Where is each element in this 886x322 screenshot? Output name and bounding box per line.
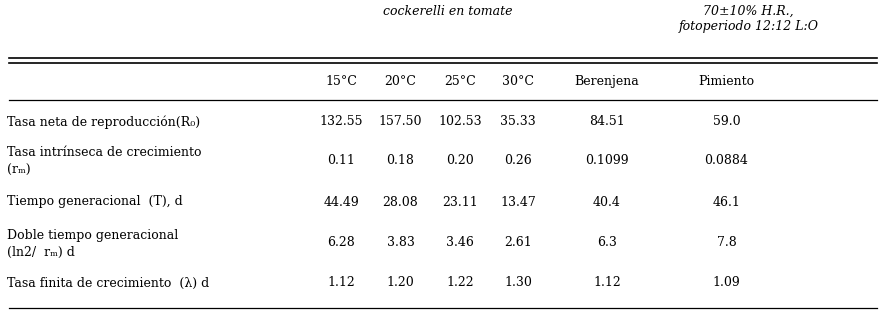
Text: 6.28: 6.28 <box>327 235 355 249</box>
Text: Tasa intrínseca de crecimiento: Tasa intrínseca de crecimiento <box>7 147 202 159</box>
Text: 0.1099: 0.1099 <box>585 154 629 166</box>
Text: 2.61: 2.61 <box>504 235 532 249</box>
Text: 30°C: 30°C <box>502 75 534 89</box>
Text: 132.55: 132.55 <box>319 116 363 128</box>
Text: 0.20: 0.20 <box>446 154 474 166</box>
Text: 3.46: 3.46 <box>446 235 474 249</box>
Text: (rₘ): (rₘ) <box>7 164 31 176</box>
Text: 25°C: 25°C <box>444 75 476 89</box>
Text: 6.3: 6.3 <box>597 235 617 249</box>
Text: 23.11: 23.11 <box>442 195 478 209</box>
Text: 1.12: 1.12 <box>327 277 355 289</box>
Text: 70±10% H.R.,
fotoperiodo 12:12 L:O: 70±10% H.R., fotoperiodo 12:12 L:O <box>679 5 819 33</box>
Text: Tasa finita de crecimiento  (λ) d: Tasa finita de crecimiento (λ) d <box>7 277 209 289</box>
Text: Tasa neta de reproducción(R₀): Tasa neta de reproducción(R₀) <box>7 115 200 129</box>
Text: Doble tiempo generacional: Doble tiempo generacional <box>7 229 178 242</box>
Text: 28.08: 28.08 <box>383 195 418 209</box>
Text: 46.1: 46.1 <box>712 195 741 209</box>
Text: 102.53: 102.53 <box>438 116 482 128</box>
Text: Berenjena: Berenjena <box>574 75 640 89</box>
Text: 157.50: 157.50 <box>378 116 423 128</box>
Text: 1.09: 1.09 <box>712 277 741 289</box>
Text: 0.11: 0.11 <box>327 154 355 166</box>
Text: cockerelli en tomate: cockerelli en tomate <box>383 5 512 18</box>
Text: 35.33: 35.33 <box>501 116 536 128</box>
Text: Pimiento: Pimiento <box>698 75 755 89</box>
Text: 1.22: 1.22 <box>446 277 474 289</box>
Text: (ln2/  rₘ) d: (ln2/ rₘ) d <box>7 245 75 259</box>
Text: 40.4: 40.4 <box>593 195 621 209</box>
Text: 1.20: 1.20 <box>386 277 415 289</box>
Text: 7.8: 7.8 <box>717 235 736 249</box>
Text: 84.51: 84.51 <box>589 116 625 128</box>
Text: 59.0: 59.0 <box>712 116 741 128</box>
Text: 44.49: 44.49 <box>323 195 359 209</box>
Text: 0.18: 0.18 <box>386 154 415 166</box>
Text: 0.0884: 0.0884 <box>704 154 749 166</box>
Text: 20°C: 20°C <box>385 75 416 89</box>
Text: 1.30: 1.30 <box>504 277 532 289</box>
Text: 3.83: 3.83 <box>386 235 415 249</box>
Text: 15°C: 15°C <box>325 75 357 89</box>
Text: 0.26: 0.26 <box>504 154 532 166</box>
Text: Tiempo generacional  (T), d: Tiempo generacional (T), d <box>7 195 183 209</box>
Text: 1.12: 1.12 <box>593 277 621 289</box>
Text: 13.47: 13.47 <box>501 195 536 209</box>
